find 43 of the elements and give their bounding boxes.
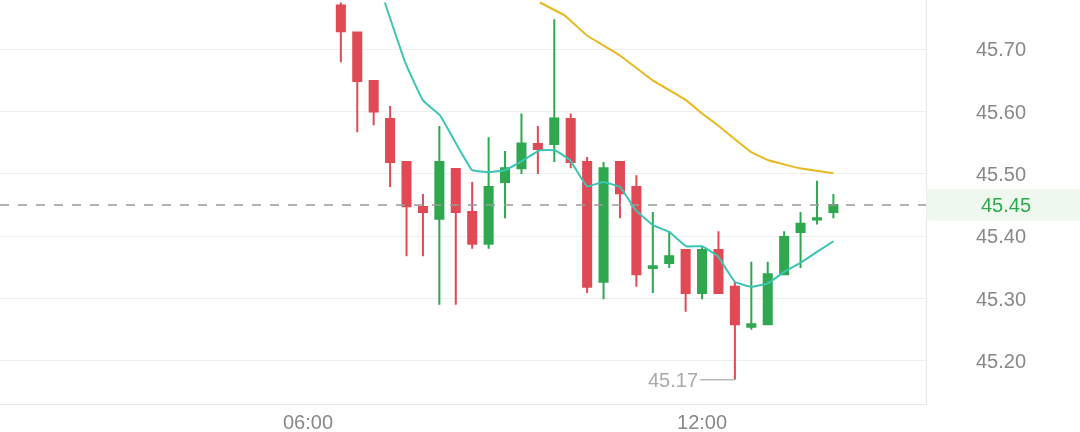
candlestick bbox=[631, 174, 642, 288]
ref-line-label: 45.45 bbox=[980, 194, 1032, 216]
candlestick bbox=[664, 230, 675, 270]
candlestick bbox=[368, 80, 379, 127]
x-tick-label: 06:00 bbox=[282, 411, 334, 432]
y-tick-label: 45.60 bbox=[976, 100, 1027, 123]
candlestick bbox=[779, 230, 790, 276]
candlestick bbox=[434, 124, 445, 306]
candlestick bbox=[516, 112, 527, 175]
candlestick bbox=[729, 280, 740, 381]
candlestick bbox=[565, 112, 576, 170]
candlestick bbox=[697, 245, 708, 301]
candlestick bbox=[483, 136, 494, 250]
candlestick bbox=[713, 230, 724, 295]
candlestick bbox=[795, 210, 806, 270]
candlestick bbox=[614, 161, 625, 220]
candlestick bbox=[352, 31, 363, 134]
annotation: 45.17 bbox=[648, 369, 699, 391]
candlestick bbox=[500, 149, 511, 220]
y-tick-label: 45.40 bbox=[976, 225, 1027, 248]
y-tick-label: 45.70 bbox=[976, 38, 1027, 61]
candlestick bbox=[762, 260, 773, 326]
candlestick bbox=[467, 181, 478, 250]
candlestick bbox=[647, 210, 658, 295]
candlestick bbox=[417, 192, 428, 258]
candlestick bbox=[335, 1, 346, 64]
candlestick bbox=[385, 104, 396, 189]
candlestick bbox=[828, 192, 839, 220]
candlestick bbox=[532, 124, 543, 175]
x-tick-label: 12:00 bbox=[677, 411, 728, 432]
candlestick bbox=[811, 179, 822, 226]
y-tick-label: 45.20 bbox=[976, 349, 1027, 372]
candlestick bbox=[549, 18, 560, 164]
candlestick bbox=[598, 161, 609, 301]
y-tick-label: 45.30 bbox=[976, 287, 1027, 310]
line-series bbox=[383, 1, 835, 288]
candlestick bbox=[450, 167, 461, 306]
y-tick-label: 45.50 bbox=[976, 162, 1027, 185]
candlestick bbox=[746, 260, 757, 331]
candlestick bbox=[401, 161, 412, 258]
line-series bbox=[538, 1, 835, 175]
candlestick bbox=[680, 249, 691, 313]
candlestick bbox=[582, 156, 593, 295]
